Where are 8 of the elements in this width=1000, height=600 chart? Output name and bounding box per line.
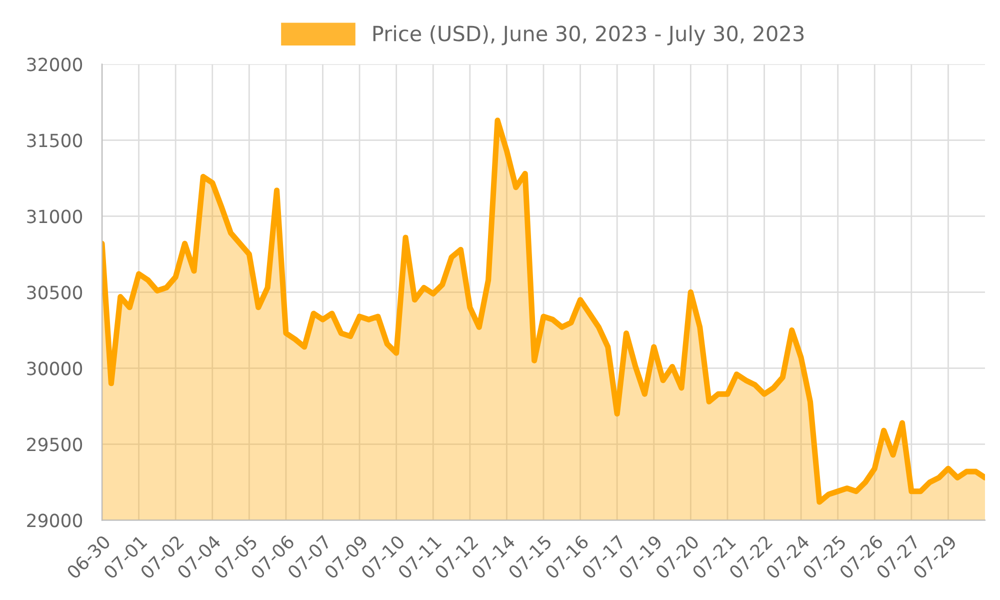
legend-label: Price (USD), June 30, 2023 - July 30, 2023 [373, 25, 804, 46]
y-tick-label: 31500 [27, 134, 82, 148]
y-tick-label: 31000 [27, 210, 82, 224]
y-tick-label: 32000 [27, 58, 82, 72]
y-tick-label: 30500 [27, 286, 82, 300]
y-tick-label: 30000 [27, 362, 82, 376]
y-tick-label: 29000 [27, 514, 82, 528]
y-tick-label: 29500 [27, 438, 82, 452]
